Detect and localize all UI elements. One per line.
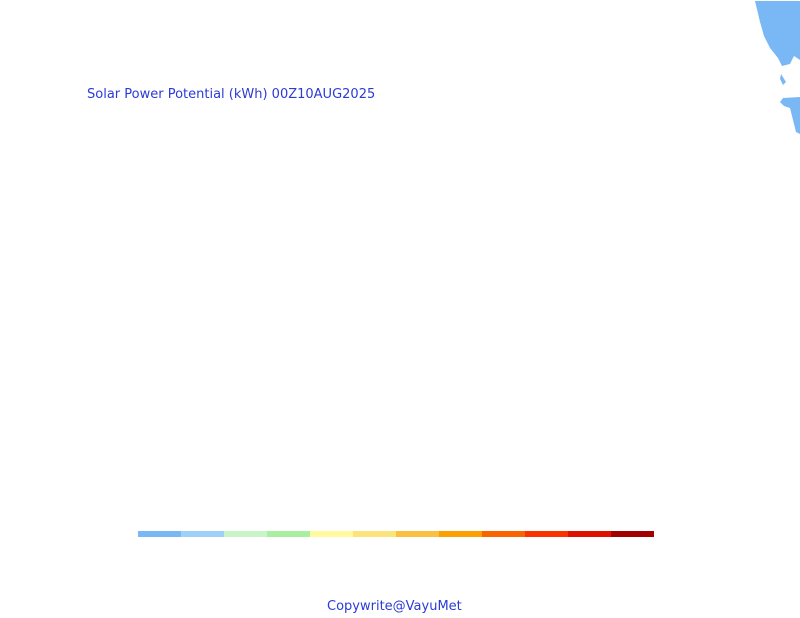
colorbar-segment xyxy=(525,531,568,537)
copyright-text: Copywrite@VayuMet xyxy=(327,599,462,614)
colorbar-segment xyxy=(396,531,439,537)
colorbar-segment xyxy=(353,531,396,537)
colorbar-segment xyxy=(267,531,310,537)
coastline-fragment xyxy=(780,97,800,134)
coastline-landmass xyxy=(755,1,800,66)
map-title: Solar Power Potential (kWh) 00Z10AUG2025 xyxy=(87,87,376,102)
colorbar xyxy=(138,531,654,537)
colorbar-segment xyxy=(138,531,181,537)
colorbar-segment xyxy=(611,531,654,537)
colorbar-segment xyxy=(224,531,267,537)
island-fragment xyxy=(780,74,786,85)
colorbar-segment xyxy=(439,531,482,537)
colorbar-segment xyxy=(181,531,224,537)
colorbar-segment xyxy=(310,531,353,537)
colorbar-segment xyxy=(568,531,611,537)
colorbar-segment xyxy=(482,531,525,537)
